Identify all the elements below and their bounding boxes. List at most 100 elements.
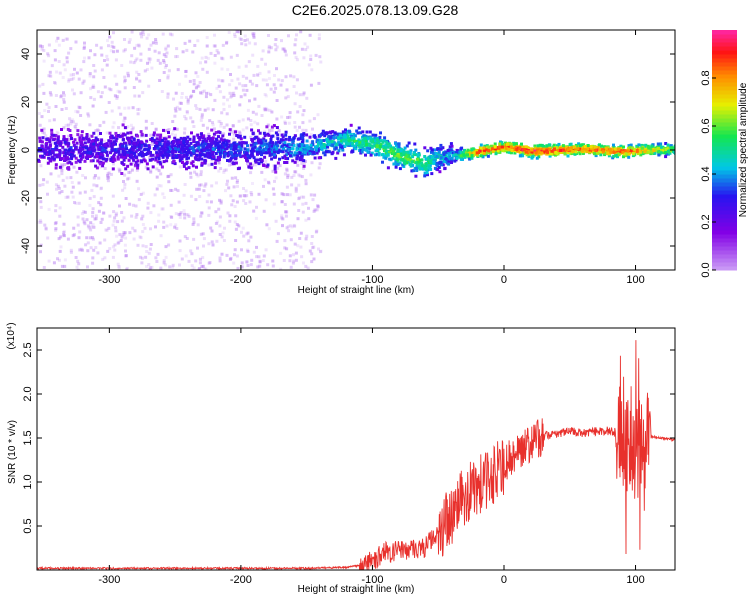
spectrogram-cell — [162, 137, 166, 141]
spectrogram-cell — [212, 132, 216, 136]
spectrogram-cell — [272, 124, 276, 128]
spectrogram-cell — [89, 221, 93, 225]
spectrogram-cell — [280, 214, 284, 218]
spectrogram-cell — [555, 150, 559, 154]
spectrogram-cell — [583, 147, 587, 151]
spectrogram-cell — [285, 247, 289, 251]
spectrogram-cell — [306, 266, 310, 270]
spectrogram-cell — [80, 130, 84, 134]
spectrogram-cell — [47, 146, 51, 150]
spectrogram-cell — [221, 134, 225, 138]
spectrogram-cell — [201, 256, 205, 260]
spectrogram-cell — [251, 182, 254, 185]
spectrogram-cell — [182, 212, 186, 216]
spectrogram-cell — [296, 244, 300, 248]
spectrogram-cell — [249, 135, 253, 139]
spectrogram-cell — [140, 35, 144, 39]
spectrogram-cell — [74, 127, 78, 131]
spectrogram-cell — [88, 74, 92, 78]
spectrogram-cell — [145, 265, 148, 268]
spectrogram-cell — [41, 136, 45, 140]
spectrogram-cell — [305, 133, 309, 137]
colorbar-segment — [712, 166, 737, 171]
spectrogram-cell — [348, 130, 352, 134]
spectrogram-cell — [576, 147, 580, 151]
spectrogram-cell — [337, 149, 341, 153]
spectrogram-cell — [260, 170, 264, 174]
spectrogram-cell — [254, 135, 258, 139]
spectrogram-cell — [214, 131, 218, 134]
spectrogram-cell — [292, 223, 296, 227]
spectrogram-cell — [527, 150, 531, 154]
spectrogram-cell — [94, 139, 97, 143]
spectrogram-cell — [308, 150, 312, 154]
spectrogram-cell — [62, 91, 65, 95]
spectrogram-cell — [472, 152, 476, 156]
spectrogram-cell — [47, 156, 51, 160]
colorbar-segment — [712, 202, 737, 207]
spectrogram-cell — [38, 123, 42, 127]
spectrogram-cell — [204, 268, 208, 270]
spectrogram-cell — [345, 132, 349, 136]
spectrogram-cell — [249, 143, 253, 147]
spectrogram-cell — [208, 119, 212, 123]
spectrogram-cell — [195, 107, 199, 110]
spectrogram-cell — [47, 43, 51, 47]
spectrogram-cell — [659, 145, 663, 149]
spectrogram-cell — [198, 257, 202, 261]
spectrogram-cell — [195, 149, 199, 153]
spectrogram-cell — [50, 132, 54, 136]
spectrogram-cell — [91, 104, 95, 108]
spectrogram-cell — [129, 170, 132, 174]
spectrogram-cell — [78, 154, 82, 158]
spectrogram-cell — [49, 172, 53, 176]
spectrogram-cell — [108, 35, 112, 39]
spectrogram-cell — [177, 200, 181, 204]
spectrogram-cell — [244, 43, 248, 47]
spectrogram-cell — [317, 37, 321, 41]
spectrogram-cell — [91, 261, 95, 265]
spectrogram-cell — [321, 129, 325, 133]
spectrogram-cell — [157, 157, 161, 160]
spectrogram-cell — [199, 61, 202, 65]
spectrogram-cell — [88, 72, 92, 76]
spectrogram-cell — [98, 162, 102, 166]
spectrogram-cell — [629, 143, 633, 147]
colorbar-segment — [712, 54, 737, 59]
spectrogram-cell — [88, 123, 92, 127]
colorbar-segment — [712, 30, 737, 35]
spectrogram-cell — [219, 145, 223, 149]
spectrogram-cell — [455, 148, 459, 152]
spectrogram-cell — [200, 163, 204, 167]
spectrogram-cell — [94, 214, 98, 218]
spectrogram-cell — [234, 86, 238, 90]
spectrogram-cell — [79, 157, 83, 161]
spectrogram-cell — [466, 153, 469, 157]
spectrogram-cell — [123, 133, 127, 137]
spectrogram-cell — [330, 151, 334, 155]
colorbar-segment — [712, 118, 737, 123]
spectrogram-cell — [109, 141, 113, 145]
spectrogram-cell — [459, 154, 463, 158]
spectrogram-cell — [123, 126, 127, 130]
spectrogram-cell — [48, 70, 52, 74]
spectrogram-cell — [601, 148, 604, 152]
spectrogram-cell — [156, 162, 160, 166]
spectrogram-cell — [132, 237, 136, 241]
spectrogram-cell — [288, 254, 292, 258]
spectrogram-cell — [339, 134, 343, 138]
spectrogram-cell — [227, 139, 231, 143]
spectrogram-cell — [164, 153, 168, 157]
spectrogram-cell — [40, 128, 44, 132]
spectrogram-cell — [195, 172, 199, 176]
spectrogram-cell — [199, 211, 203, 215]
spectrogram-cell — [244, 189, 248, 193]
spectrogram-cell — [214, 222, 218, 225]
spectrogram-cell — [144, 126, 148, 130]
spectrogram-cell — [257, 158, 261, 162]
spectrogram-cell — [245, 126, 249, 130]
spectrogram-cell — [219, 124, 223, 128]
spectrogram-cell — [672, 150, 675, 154]
spectrogram-cell — [65, 138, 69, 142]
spectrogram-cell — [221, 79, 225, 83]
